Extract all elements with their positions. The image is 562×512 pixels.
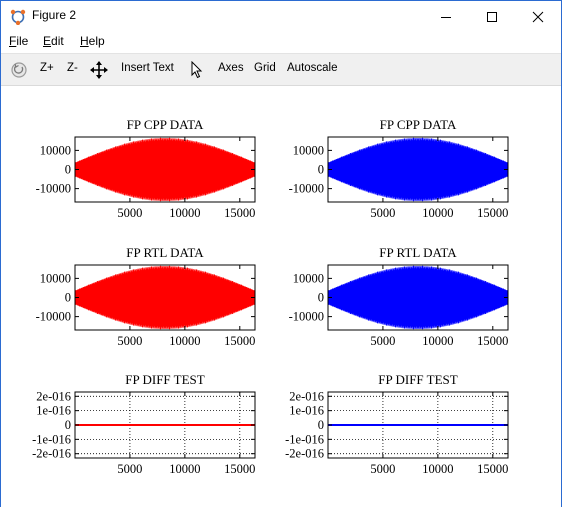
y-tick-label: -2e-016 — [285, 447, 324, 461]
cursor-arrow-icon[interactable] — [190, 60, 204, 84]
x-tick-label: 15000 — [224, 334, 255, 348]
menu-edit[interactable]: Edit — [43, 34, 64, 48]
x-tick-label: 5000 — [117, 334, 142, 348]
close-icon — [532, 11, 544, 22]
x-tick-label: 5000 — [117, 206, 142, 220]
subplot-title: FP CPP DATA — [380, 117, 457, 132]
y-tick-label: 0 — [318, 418, 324, 432]
y-tick-label: 0 — [65, 291, 71, 305]
insert-text-button[interactable]: Insert Text — [121, 62, 174, 74]
x-tick-label: 10000 — [169, 462, 200, 476]
rotate-icon[interactable] — [10, 61, 28, 84]
y-tick-label: 0 — [318, 163, 324, 177]
maximize-icon — [487, 11, 497, 22]
y-tick-label: -10000 — [36, 182, 71, 196]
subplot-title: FP RTL DATA — [126, 245, 204, 260]
x-tick-label: 5000 — [370, 206, 395, 220]
x-tick-label: 10000 — [169, 334, 200, 348]
y-tick-label: 10000 — [293, 143, 324, 157]
y-tick-label: 2e-016 — [289, 389, 324, 403]
x-tick-label: 10000 — [422, 206, 453, 220]
signal-trace — [74, 265, 256, 330]
y-tick-label: 10000 — [40, 271, 71, 285]
axes-button[interactable]: Axes — [218, 62, 244, 74]
x-tick-label: 10000 — [422, 334, 453, 348]
octave-figure-icon — [10, 9, 26, 26]
signal-trace — [74, 137, 256, 202]
x-tick-label: 10000 — [422, 462, 453, 476]
x-tick-label: 15000 — [477, 206, 508, 220]
menu-bar: File Edit Help — [1, 32, 561, 53]
subplot-4: FP RTL DATA 5000 10000 15000 10000 0 -10000 — [289, 245, 509, 348]
x-tick-label: 15000 — [477, 334, 508, 348]
y-tick-label: 1e-016 — [289, 404, 324, 418]
y-tick-label: -1e-016 — [285, 432, 324, 446]
grid-button[interactable]: Grid — [254, 62, 276, 74]
subplot-title: FP CPP DATA — [127, 117, 204, 132]
menu-help[interactable]: Help — [80, 34, 105, 48]
subplot-3: FP RTL DATA 5000 10000 15000 10000 0 -10000 — [36, 245, 256, 348]
x-tick-label: 5000 — [117, 462, 142, 476]
figure-toolbar: Z+ Z- Insert Text Axes Grid Autoscale — [1, 53, 561, 86]
minimize-button[interactable] — [423, 1, 469, 32]
autoscale-button[interactable]: Autoscale — [287, 62, 338, 74]
y-tick-label: 0 — [318, 291, 324, 305]
subplot-title: FP DIFF TEST — [125, 372, 205, 387]
y-tick-label: -10000 — [36, 310, 71, 324]
y-tick-label: 0 — [65, 418, 71, 432]
y-tick-label: -10000 — [289, 310, 324, 324]
x-tick-label: 5000 — [370, 462, 395, 476]
close-button[interactable] — [515, 1, 561, 32]
y-tick-label: 1e-016 — [36, 404, 71, 418]
plot-canvas[interactable]: FP CPP DATA 5000 10000 15000 10000 0 -10000 FP … — [1, 87, 561, 507]
window-title: Figure 2 — [32, 8, 77, 22]
signal-trace — [327, 137, 509, 202]
y-tick-label: -2e-016 — [32, 447, 71, 461]
x-tick-label: 10000 — [169, 206, 200, 220]
subplot-2: FP CPP DATA 5000 10000 15000 10000 0 -10000 — [289, 117, 509, 220]
y-tick-label: -1e-016 — [32, 432, 71, 446]
y-tick-label: 2e-016 — [36, 389, 71, 403]
zoom-out-button[interactable]: Z- — [67, 62, 78, 74]
y-tick-label: 10000 — [293, 271, 324, 285]
x-tick-label: 15000 — [224, 462, 255, 476]
title-bar[interactable]: Figure 2 — [1, 1, 561, 32]
signal-trace — [327, 265, 509, 330]
minimize-icon — [441, 16, 451, 18]
maximize-button[interactable] — [469, 1, 515, 32]
zoom-in-button[interactable]: Z+ — [40, 62, 54, 74]
menu-file[interactable]: File — [9, 34, 29, 48]
y-tick-label: -10000 — [289, 182, 324, 196]
x-tick-label: 15000 — [224, 206, 255, 220]
subplot-1: FP CPP DATA 5000 10000 15000 10000 0 -10000 — [36, 117, 256, 220]
x-tick-label: 15000 — [477, 462, 508, 476]
subplot-title: FP DIFF TEST — [378, 372, 458, 387]
x-tick-label: 5000 — [370, 334, 395, 348]
y-tick-label: 0 — [65, 163, 71, 177]
y-tick-label: 10000 — [40, 143, 71, 157]
pan-arrows-icon[interactable] — [90, 61, 108, 84]
subplot-title: FP RTL DATA — [379, 245, 457, 260]
